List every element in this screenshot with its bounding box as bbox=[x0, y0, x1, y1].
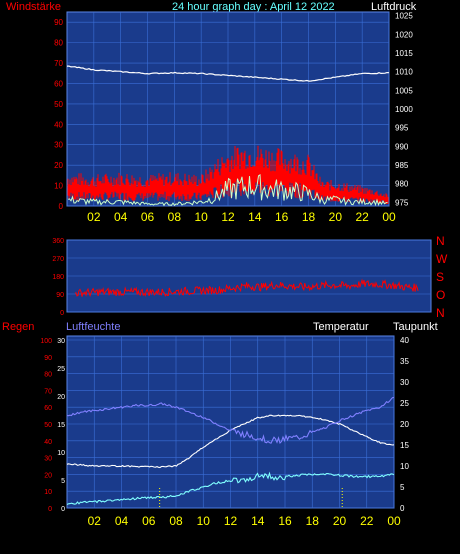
y-tick-rain: 80 bbox=[44, 372, 52, 379]
series-pressure bbox=[67, 65, 390, 82]
y-tick-pressure: 1025 bbox=[395, 12, 413, 21]
temperature-title: Temperatur bbox=[313, 321, 369, 333]
y-tick-temperature: 25 bbox=[400, 399, 409, 408]
x-tick-hour: 02 bbox=[87, 210, 101, 224]
x-tick-hour: 08 bbox=[168, 210, 182, 224]
y-tick-pressure: 1010 bbox=[395, 68, 413, 77]
x-tick-hour: 08 bbox=[169, 514, 183, 528]
direction-label: N bbox=[436, 306, 445, 320]
x-tick-hour: 02 bbox=[88, 514, 102, 528]
x-tick-hour: 16 bbox=[278, 514, 292, 528]
x-tick-hour: 00 bbox=[382, 210, 396, 224]
x-tick-hour: 10 bbox=[197, 514, 211, 528]
chart-title: 24 hour graph day : April 12 2022 bbox=[172, 1, 335, 13]
temp-humidity-panel: 0 5 10 15 20 25 30 0 10 20 30 40 50 60 70 80 90 100 0 5 10… bbox=[40, 335, 409, 528]
series-wind-average bbox=[67, 174, 388, 207]
y-tick-rain: 90 bbox=[44, 355, 52, 362]
y-tick-direction: 0 bbox=[60, 310, 64, 317]
y-tick-rain: 40 bbox=[44, 439, 52, 446]
rain-title: Regen bbox=[2, 321, 34, 333]
y-tick-temperature: 10 bbox=[400, 462, 409, 471]
y-tick-direction: 360 bbox=[52, 238, 64, 245]
y-tick-temperature: 15 bbox=[400, 441, 409, 450]
y-tick-direction: 90 bbox=[56, 292, 64, 299]
y-tick-temperature: 5 bbox=[400, 483, 405, 492]
y-tick-wind: 0 bbox=[59, 202, 64, 211]
y-tick-humidity: 30 bbox=[57, 338, 65, 345]
y-tick-rain: 50 bbox=[44, 422, 52, 429]
y-tick-wind: 30 bbox=[54, 141, 63, 150]
y-tick-pressure: 980 bbox=[395, 180, 409, 189]
y-tick-wind: 50 bbox=[54, 100, 63, 109]
x-tick-hour: 18 bbox=[306, 514, 320, 528]
y-tick-rain: 0 bbox=[48, 506, 52, 513]
pressure-title: Luftdruck bbox=[371, 1, 417, 13]
y-tick-humidity: 5 bbox=[61, 478, 65, 485]
y-tick-rain: 20 bbox=[44, 472, 52, 479]
y-tick-temperature: 30 bbox=[400, 378, 409, 387]
y-tick-pressure: 1015 bbox=[395, 49, 413, 58]
humidity-title: Luftfeuchte bbox=[66, 321, 120, 333]
y-tick-rain: 100 bbox=[40, 338, 52, 345]
x-tick-hour: 10 bbox=[194, 210, 208, 224]
x-tick-hour: 18 bbox=[302, 210, 316, 224]
y-tick-rain: 70 bbox=[44, 388, 52, 395]
y-tick-humidity: 0 bbox=[61, 506, 65, 513]
series-dewpoint bbox=[66, 471, 395, 505]
y-tick-pressure: 1000 bbox=[395, 105, 413, 114]
x-tick-hour: 22 bbox=[355, 210, 369, 224]
series-wind-gust bbox=[67, 145, 389, 204]
y-tick-wind: 70 bbox=[54, 59, 63, 68]
y-tick-pressure: 990 bbox=[395, 142, 409, 151]
x-tick-hour: 04 bbox=[115, 514, 129, 528]
x-tick-hour: 12 bbox=[221, 210, 235, 224]
wind-title: Windstärke bbox=[6, 1, 61, 13]
y-tick-direction: 270 bbox=[52, 256, 64, 263]
y-tick-wind: 20 bbox=[54, 161, 63, 170]
y-tick-pressure: 975 bbox=[395, 198, 409, 207]
y-tick-wind: 40 bbox=[54, 120, 63, 129]
x-tick-hour: 14 bbox=[248, 210, 262, 224]
y-tick-rain: 60 bbox=[44, 405, 52, 412]
y-tick-direction: 180 bbox=[52, 274, 64, 281]
y-tick-wind: 10 bbox=[54, 182, 63, 191]
x-tick-hour: 14 bbox=[251, 514, 265, 528]
series-wind-direction bbox=[74, 278, 419, 298]
y-tick-temperature: 20 bbox=[400, 420, 409, 429]
y-tick-pressure: 995 bbox=[395, 124, 409, 133]
direction-label: O bbox=[436, 288, 445, 302]
x-tick-hour: 22 bbox=[360, 514, 374, 528]
y-tick-rain: 30 bbox=[44, 456, 52, 463]
y-tick-temperature: 40 bbox=[400, 336, 409, 345]
direction-label: W bbox=[436, 252, 448, 266]
y-tick-humidity: 25 bbox=[57, 366, 65, 373]
dewpoint-title: Taupunkt bbox=[393, 321, 438, 333]
y-tick-temperature: 0 bbox=[400, 504, 405, 513]
y-tick-pressure: 1020 bbox=[395, 30, 413, 39]
y-tick-pressure: 1005 bbox=[395, 86, 413, 95]
y-tick-temperature: 35 bbox=[400, 357, 409, 366]
y-tick-humidity: 20 bbox=[57, 394, 65, 401]
x-tick-hour: 20 bbox=[333, 514, 347, 528]
y-tick-rain: 10 bbox=[44, 489, 52, 496]
x-tick-hour: 00 bbox=[387, 514, 401, 528]
series-humidity bbox=[66, 396, 395, 445]
x-tick-hour: 16 bbox=[275, 210, 289, 224]
y-tick-wind: 60 bbox=[54, 79, 63, 88]
x-tick-hour: 06 bbox=[141, 210, 155, 224]
x-tick-hour: 04 bbox=[114, 210, 128, 224]
x-tick-hour: 06 bbox=[142, 514, 156, 528]
direction-label: S bbox=[436, 270, 444, 284]
y-tick-wind: 80 bbox=[54, 39, 63, 48]
y-tick-humidity: 15 bbox=[57, 422, 65, 429]
x-tick-hour: 20 bbox=[329, 210, 343, 224]
y-tick-wind: 90 bbox=[54, 18, 63, 27]
x-tick-hour: 12 bbox=[224, 514, 238, 528]
direction-label: N bbox=[436, 234, 445, 248]
y-tick-humidity: 10 bbox=[57, 450, 65, 457]
y-tick-pressure: 985 bbox=[395, 161, 409, 170]
